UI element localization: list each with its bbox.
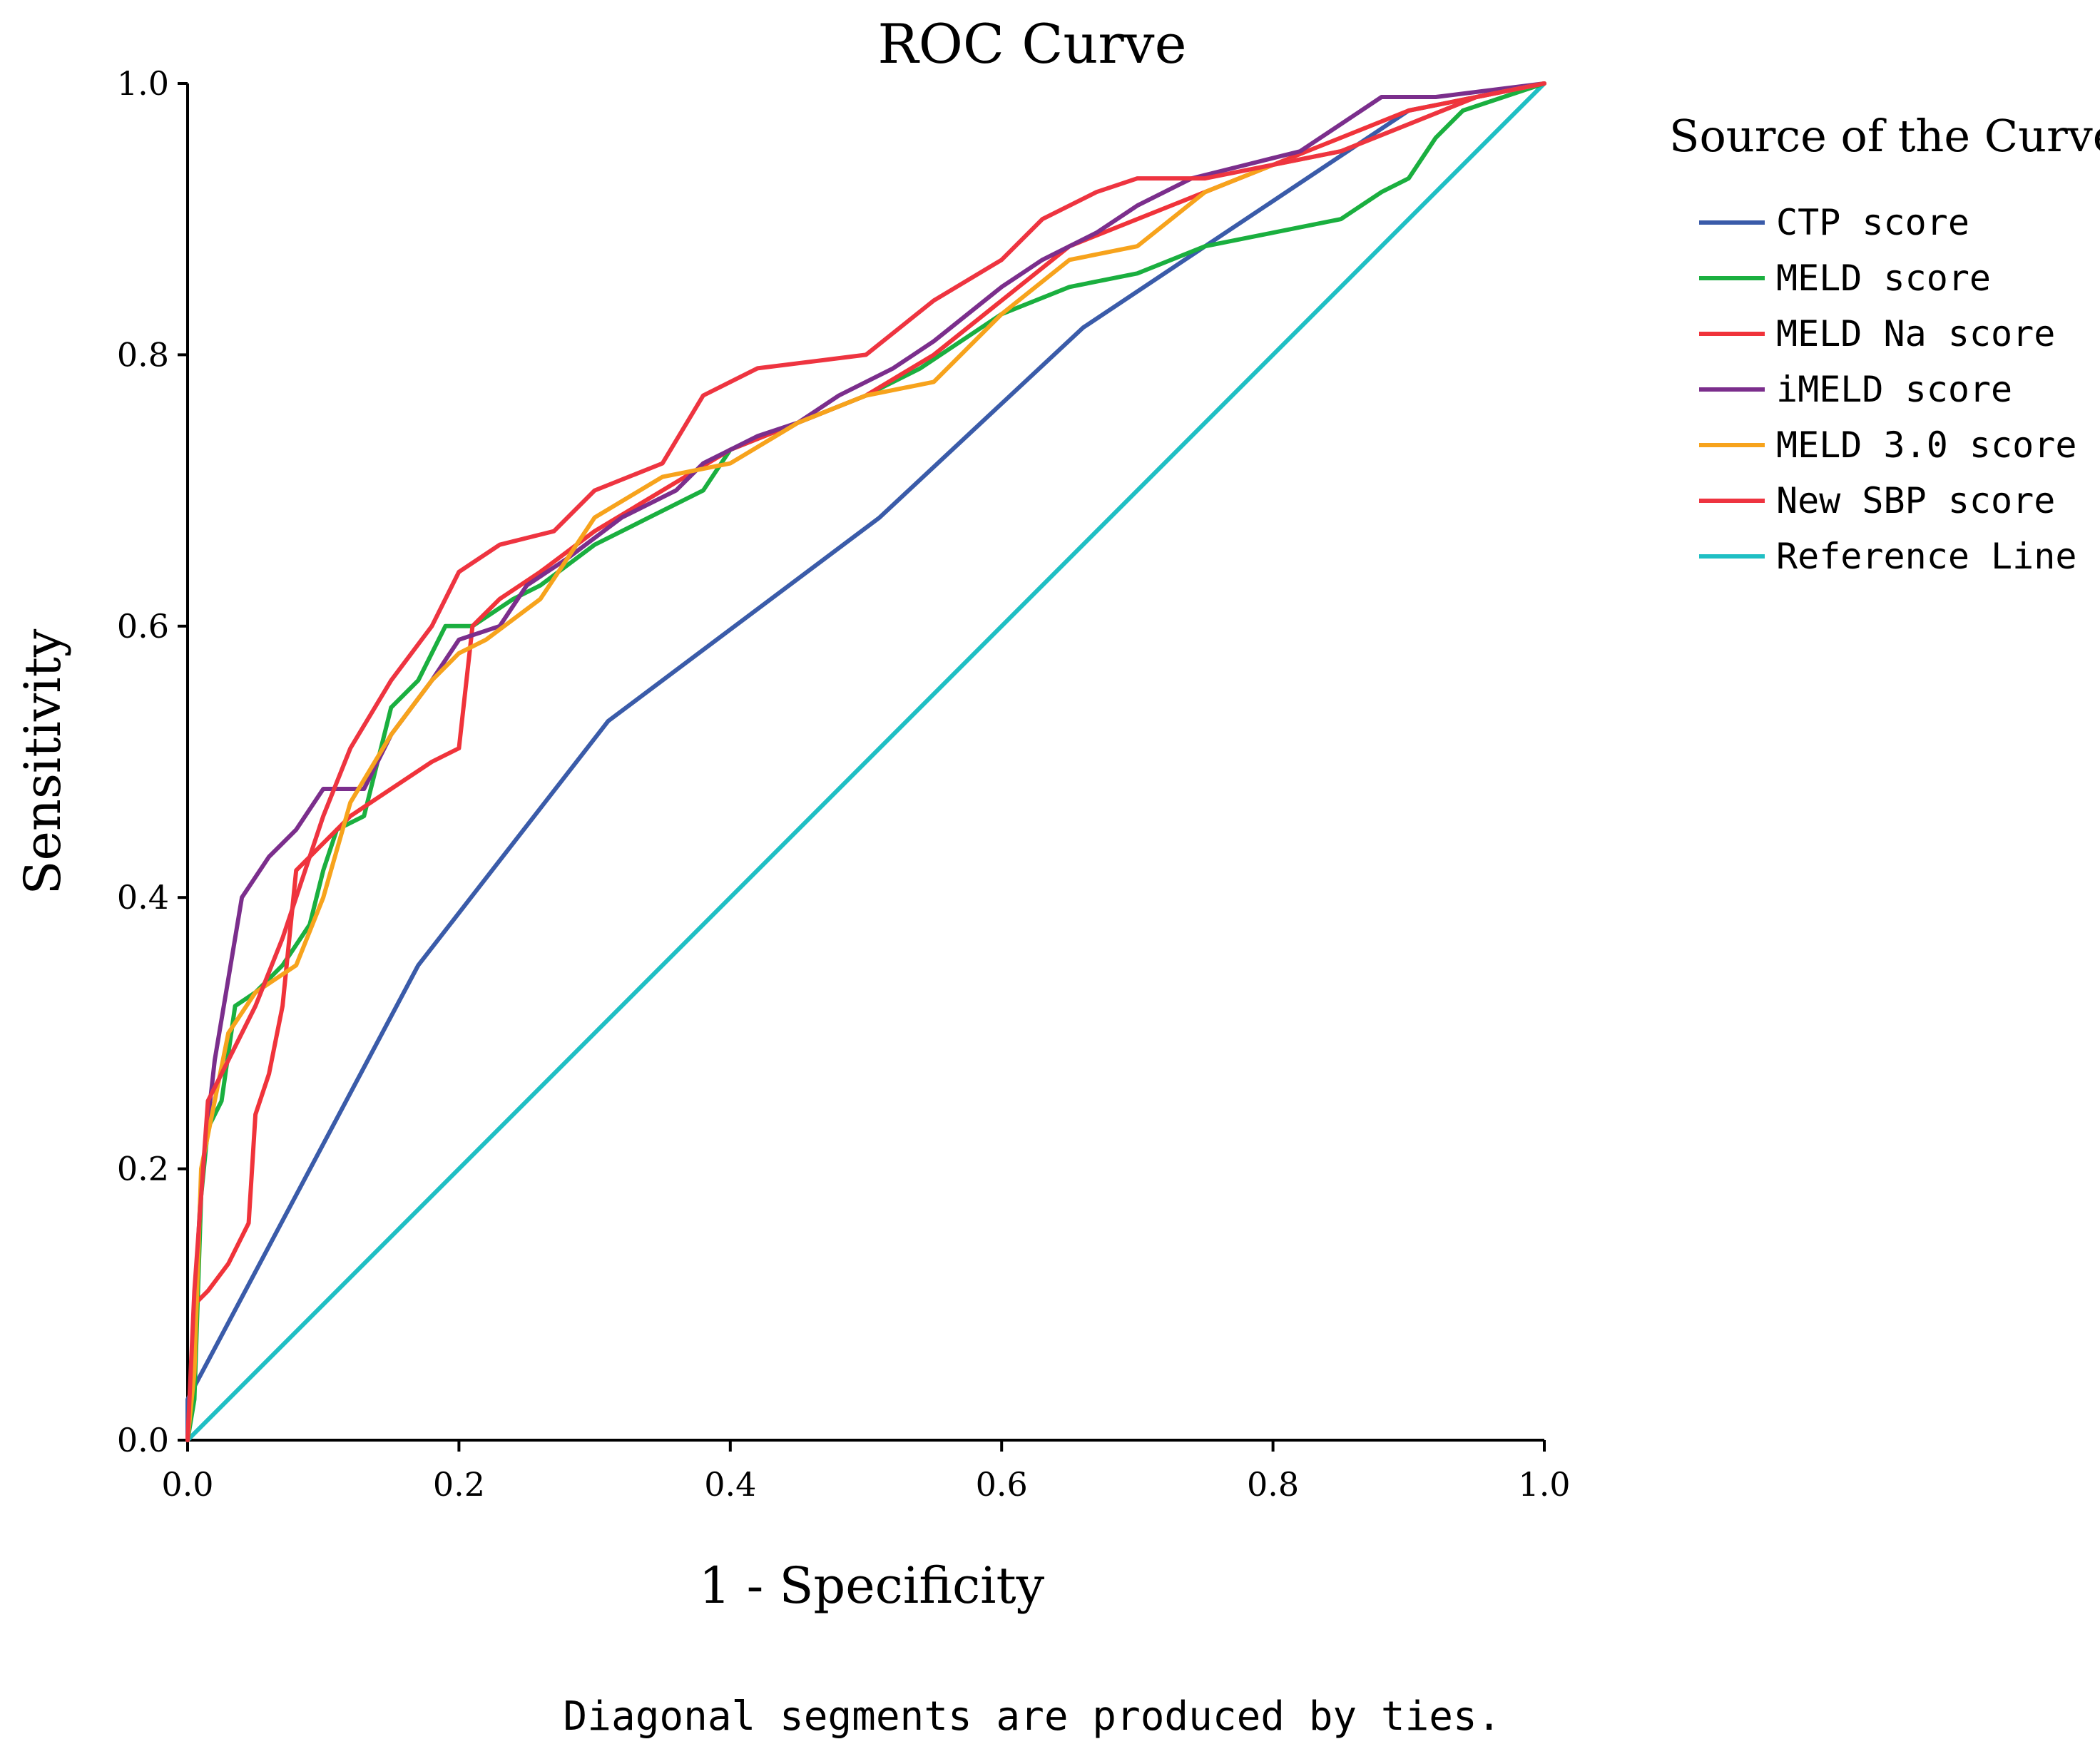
legend: Source of the Curve CTP score MELD score M… — [1669, 110, 2100, 577]
plot-area: 0.0 0.2 0.4 0.6 0.8 1.0 0.0 0.2 0.4 0.6 0.8 1.0 — [117, 64, 1571, 1504]
y-axis-title: Sensitivity — [14, 628, 72, 894]
series-line-new-sbp-score — [185, 81, 1546, 1442]
chart-title: ROC Curve — [877, 12, 1186, 76]
y-tick-label: 0.2 — [117, 1150, 169, 1188]
legend-label: MELD Na score — [1776, 313, 2055, 355]
y-tick-label: 0.0 — [117, 1421, 169, 1459]
legend-label: MELD score — [1776, 258, 1991, 299]
curves — [185, 81, 1546, 1442]
legend-label: iMELD score — [1776, 369, 2012, 410]
y-tick-label: 1.0 — [117, 64, 169, 103]
series-line-meld-3-0-score — [185, 81, 1546, 1442]
legend-label: Reference Line — [1776, 536, 2076, 577]
x-tick-label: 0.8 — [1247, 1465, 1299, 1504]
y-tick-label: 0.4 — [117, 878, 169, 917]
x-tick-label: 0.4 — [704, 1465, 756, 1504]
legend-label: CTP score — [1776, 202, 1969, 243]
series-line-reference-line — [185, 81, 1546, 1442]
x-axis-title: 1 - Specificity — [699, 1556, 1045, 1615]
x-axis-ticks: 0.0 0.2 0.4 0.6 0.8 1.0 — [161, 1440, 1571, 1504]
footnote: Diagonal segments are produced by ties. — [564, 1693, 1502, 1740]
legend-label: New SBP score — [1776, 480, 2055, 521]
legend-label: MELD 3.0 score — [1776, 424, 2076, 466]
series-line-meld-na-score — [185, 81, 1546, 1442]
series-line-imeld-score — [185, 81, 1546, 1442]
x-tick-label: 0.2 — [433, 1465, 485, 1504]
y-axis-ticks: 0.0 0.2 0.4 0.6 0.8 1.0 — [117, 64, 188, 1459]
x-tick-label: 0.0 — [161, 1465, 213, 1504]
y-tick-label: 0.8 — [117, 335, 169, 374]
legend-title: Source of the Curve — [1669, 110, 2100, 162]
y-tick-label: 0.6 — [117, 607, 169, 646]
legend-items: CTP score MELD score MELD Na score iMELD sc… — [1699, 202, 2076, 577]
x-tick-label: 0.6 — [976, 1465, 1028, 1504]
x-tick-label: 1.0 — [1518, 1465, 1570, 1504]
